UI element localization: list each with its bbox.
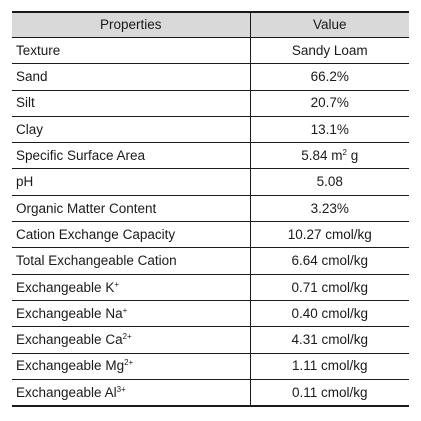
row-value-text: 20.7% xyxy=(310,95,349,111)
row-value: 4.31 cmol/kg xyxy=(250,326,409,354)
row-label: Organic Matter Content xyxy=(12,195,251,223)
table-row: Sand 66.2% xyxy=(12,63,409,91)
ion-charge-superscript: 2+ xyxy=(124,358,134,368)
row-label-text: Cation Exchange Capacity xyxy=(16,226,176,242)
row-label: pH xyxy=(12,168,251,196)
row-label-text: Exchangeable Al xyxy=(16,384,117,400)
row-value-text: Sandy Loam xyxy=(291,42,368,58)
row-label-text: Organic Matter Content xyxy=(16,200,157,216)
table-row: Exchangeable Ca2+ 4.31 cmol/kg xyxy=(12,326,409,354)
row-label: Total Exchangeable Cation xyxy=(12,247,251,275)
table-row: Exchangeable Na+ 0.40 cmol/kg xyxy=(12,300,409,328)
table-row: Exchangeable Mg2+ 1.11 cmol/kg xyxy=(12,353,409,380)
ion-charge-superscript: + xyxy=(114,279,119,289)
row-value: 5.08 xyxy=(250,168,409,196)
soil-properties-table-container: Properties Value Texture Sandy Loam Sand… xyxy=(12,11,409,408)
table-row: Cation Exchange Capacity 10.27 cmol/kg xyxy=(12,221,409,249)
row-value: 6.64 cmol/kg xyxy=(250,247,409,275)
row-label: Exchangeable Al3+ xyxy=(12,379,251,408)
value-suffix: g xyxy=(346,148,359,164)
row-label: Exchangeable Ca2+ xyxy=(12,326,251,354)
row-value: 0.71 cmol/kg xyxy=(250,274,409,301)
table-row: Exchangeable Al3+ 0.11 cmol/kg xyxy=(12,379,409,408)
row-label: Exchangeable K+ xyxy=(12,274,251,301)
row-value: 0.11 cmol/kg xyxy=(250,379,409,408)
ion-charge-superscript: + xyxy=(122,305,128,315)
row-value: 3.23% xyxy=(250,195,409,223)
row-value-text: 13.1% xyxy=(310,121,349,137)
row-value: 0.40 cmol/kg xyxy=(250,300,409,328)
row-label: Texture xyxy=(12,37,251,65)
value-superscript: 2 xyxy=(342,148,347,158)
table-row: Silt 20.7% xyxy=(12,90,409,117)
ion-charge-superscript: 3+ xyxy=(116,384,126,394)
table-row: Clay 13.1% xyxy=(12,116,409,144)
row-label-text: Clay xyxy=(16,121,44,137)
row-value-text: 5.84 m xyxy=(301,148,343,164)
row-label-text: Texture xyxy=(16,42,61,58)
row-label-text: Exchangeable Ca xyxy=(16,332,123,348)
row-label-text: pH xyxy=(16,174,34,190)
row-value-text: 0.40 cmol/kg xyxy=(291,305,369,321)
row-label: Exchangeable Mg2+ xyxy=(12,353,251,380)
table-body: Texture Sandy Loam Sand 66.2% Silt 20.7%… xyxy=(12,37,409,408)
table-row: Total Exchangeable Cation 6.64 cmol/kg xyxy=(12,247,409,275)
row-label-text: Silt xyxy=(16,95,35,111)
row-label-text: Exchangeable K xyxy=(16,279,115,295)
table-row: Exchangeable K+ 0.71 cmol/kg xyxy=(12,274,409,301)
row-value-text: 3.23% xyxy=(310,200,349,216)
row-value: 1.11 cmol/kg xyxy=(250,353,409,380)
table-row: pH 5.08 xyxy=(12,168,409,196)
row-value-text: 66.2% xyxy=(310,69,349,85)
header-row: Properties Value xyxy=(12,11,409,38)
row-value-text: 10.27 cmol/kg xyxy=(287,226,372,242)
row-label: Cation Exchange Capacity xyxy=(12,221,251,249)
row-label-text: Exchangeable Na xyxy=(16,305,123,321)
row-label: Specific Surface Area xyxy=(12,142,251,170)
row-value: Sandy Loam xyxy=(250,37,409,65)
row-label-text: Total Exchangeable Cation xyxy=(16,253,177,269)
table-row: Organic Matter Content 3.23% xyxy=(12,195,409,223)
row-label: Sand xyxy=(12,63,251,91)
row-value-text: 1.11 cmol/kg xyxy=(291,358,368,374)
row-value-text: 0.71 cmol/kg xyxy=(291,279,369,295)
row-value-text: 5.08 xyxy=(316,174,343,190)
row-value: 5.84 m2 g xyxy=(250,142,409,170)
row-value: 20.7% xyxy=(250,90,409,117)
row-value-text: 4.31 cmol/kg xyxy=(291,332,369,348)
table-row: Texture Sandy Loam xyxy=(12,37,409,65)
row-label-text: Specific Surface Area xyxy=(16,148,146,164)
row-label: Silt xyxy=(12,90,251,117)
soil-properties-table: Properties Value Texture Sandy Loam Sand… xyxy=(12,11,409,408)
ion-charge-superscript: 2+ xyxy=(122,332,132,342)
row-value: 13.1% xyxy=(250,116,409,144)
row-value-text: 0.11 cmol/kg xyxy=(291,384,368,400)
header-value: Value xyxy=(250,11,409,38)
row-value-text: 6.64 cmol/kg xyxy=(291,253,369,269)
header-properties: Properties xyxy=(12,11,251,38)
table-row: Specific Surface Area 5.84 m2 g xyxy=(12,142,409,170)
row-value: 10.27 cmol/kg xyxy=(250,221,409,249)
row-value: 66.2% xyxy=(250,63,409,91)
row-label-text: Sand xyxy=(16,69,48,85)
row-label-text: Exchangeable Mg xyxy=(16,358,125,374)
row-label: Exchangeable Na+ xyxy=(12,300,251,328)
row-label: Clay xyxy=(12,116,251,144)
table-header: Properties Value xyxy=(12,11,409,38)
